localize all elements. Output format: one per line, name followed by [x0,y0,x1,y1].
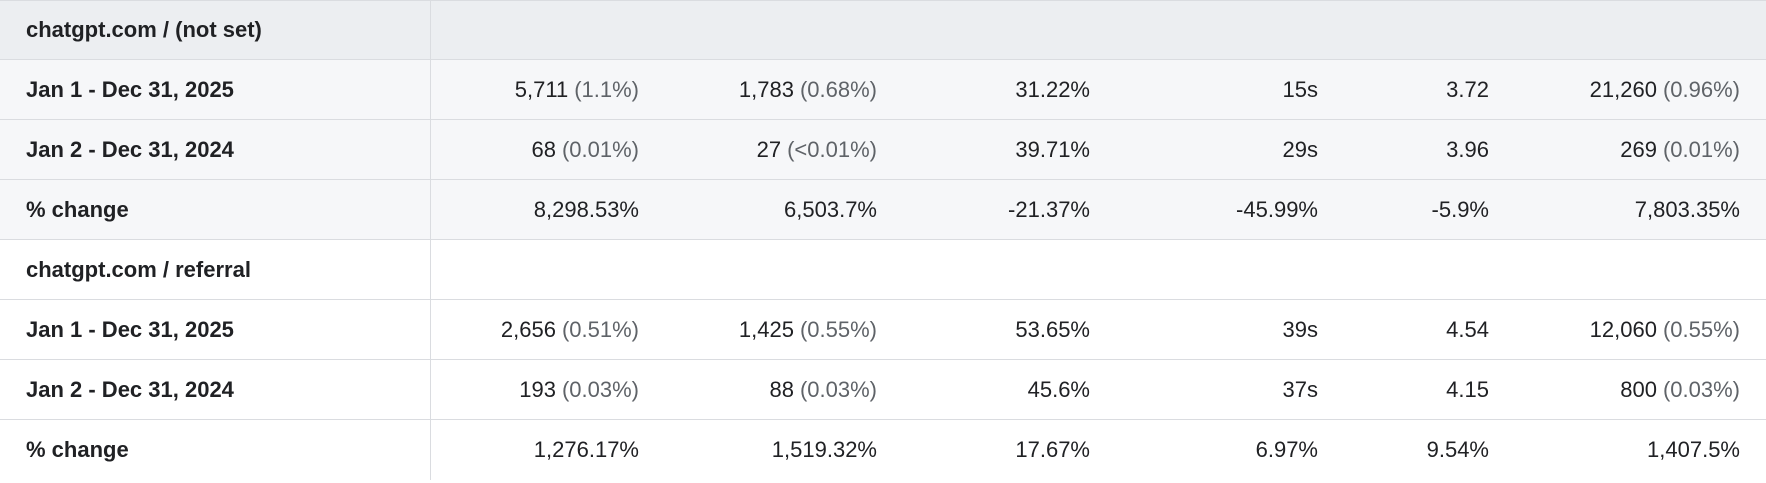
cell-users: 193 (0.03%) [519,376,639,402]
cell-rate: 17.67% [1015,437,1090,462]
cell-duration: 39s [1282,316,1318,342]
cell-sessions: 1,425 (0.55%) [738,316,877,342]
group-label: chatgpt.com / referral [0,240,431,299]
cell-users: 1,276.17% [533,437,639,462]
cell-events: 800 (0.03%) [1620,376,1740,402]
table-row: Jan 2 - Dec 31, 2024 68 (0.01%) 27 (<0.01%… [0,120,1766,180]
row-label: Jan 1 - Dec 31, 2025 [0,300,431,359]
cell-per-session: 3.96 [1446,136,1489,162]
cell-duration: 6.97% [1255,437,1318,462]
cell-sessions: 1,783 (0.68%) [738,76,877,102]
cell-events: 21,260 (0.96%) [1589,76,1740,102]
cell-duration: 29s [1282,136,1318,162]
cell-duration: -45.99% [1236,196,1318,222]
cell-events: 12,060 (0.55%) [1589,316,1740,342]
cell-rate: -21.37% [1008,196,1090,222]
cell-rate: 39.71% [1015,136,1090,162]
group-header-row: chatgpt.com / (not set) [0,0,1766,60]
row-label: % change [0,180,431,239]
row-label: Jan 1 - Dec 31, 2025 [0,60,431,119]
row-label: Jan 2 - Dec 31, 2024 [0,120,431,179]
table-row: % change 8,298.53% 6,503.7% -21.37% -45.… [0,180,1766,240]
cell-events: 7,803.35% [1634,196,1740,222]
cell-duration: 15s [1282,76,1318,102]
table-row: Jan 1 - Dec 31, 2025 5,711 (1.1%) 1,783 (0… [0,60,1766,120]
cell-sessions: 88 (0.03%) [769,376,877,402]
cell-rate: 31.22% [1015,76,1090,102]
table-row: % change 1,276.17% 1,519.32% 17.67% 6.97… [0,420,1766,480]
table-row: Jan 2 - Dec 31, 2024 193 (0.03%) 88 (0.03%… [0,360,1766,420]
cell-duration: 37s [1282,376,1318,402]
cell-rate: 53.65% [1015,316,1090,342]
group-header-row: chatgpt.com / referral [0,240,1766,300]
cell-events: 269 (0.01%) [1620,136,1740,162]
cell-users: 5,711 (1.1%) [514,76,639,102]
cell-users: 8,298.53% [533,196,639,222]
cell-per-session: 3.72 [1446,76,1489,102]
cell-per-session: 9.54% [1426,437,1489,462]
cell-sessions: 1,519.32% [771,437,877,462]
cell-events: 1,407.5% [1647,437,1740,462]
cell-sessions: 27 (<0.01%) [756,136,877,162]
cell-sessions: 6,503.7% [784,196,877,222]
row-label: Jan 2 - Dec 31, 2024 [0,360,431,419]
group-label: chatgpt.com / (not set) [0,1,431,59]
cell-per-session: 4.15 [1446,376,1489,402]
cell-users: 2,656 (0.51%) [500,316,639,342]
table-row: Jan 1 - Dec 31, 2025 2,656 (0.51%) 1,425(… [0,300,1766,360]
row-label: % change [0,420,431,480]
cell-per-session: -5.9% [1431,196,1489,222]
cell-users: 68 (0.01%) [531,136,639,162]
cell-per-session: 4.54 [1446,316,1489,342]
cell-rate: 45.6% [1027,376,1090,402]
